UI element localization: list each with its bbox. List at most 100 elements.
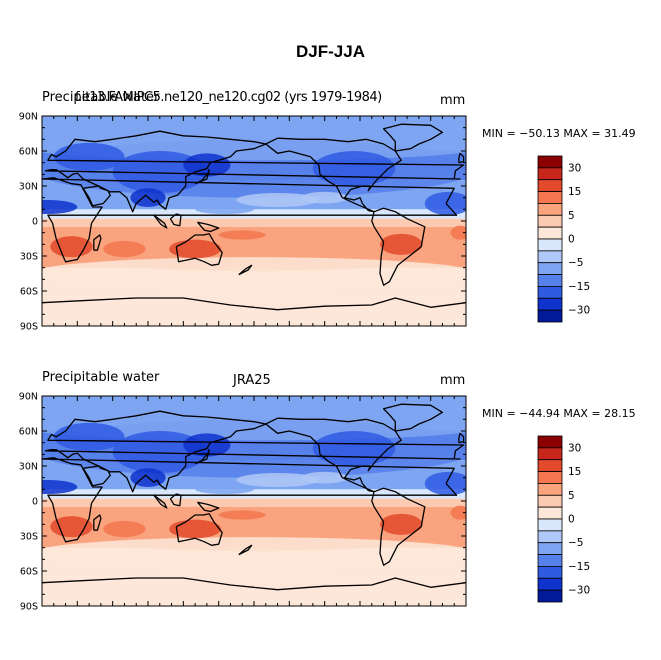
colorbar-swatch bbox=[537, 309, 563, 323]
contour-region bbox=[42, 200, 78, 214]
contour-region bbox=[380, 513, 423, 535]
contour-region bbox=[103, 240, 146, 258]
coastline bbox=[93, 514, 102, 531]
coastline bbox=[238, 264, 253, 276]
contour-region bbox=[236, 473, 319, 487]
lat-tick-label: 30N bbox=[19, 182, 38, 193]
coastline bbox=[458, 432, 465, 444]
coastline bbox=[382, 403, 444, 432]
coastline bbox=[194, 449, 210, 465]
coastline bbox=[44, 130, 465, 213]
colorbar-swatch bbox=[537, 250, 563, 264]
coastline bbox=[93, 234, 102, 251]
coastline bbox=[194, 169, 210, 185]
coastline bbox=[382, 123, 444, 152]
colorbar-swatch bbox=[537, 554, 563, 567]
lat-tick-label: 0 bbox=[32, 497, 38, 508]
colorbar-tick-label: 0 bbox=[568, 234, 575, 246]
coastline bbox=[82, 185, 111, 207]
colorbar-tick-label: −5 bbox=[568, 537, 583, 549]
colorbar-swatch bbox=[537, 447, 563, 461]
colorbar-swatch bbox=[537, 435, 563, 449]
colorbar-swatch bbox=[537, 589, 563, 603]
map-panel-model: Precipitable water f.e13.FAMIPC5.ne120_n… bbox=[0, 0, 661, 330]
map-plot: 90N60N30N030S60S90S030E60E90E120E150E180… bbox=[19, 112, 590, 331]
colorbar-swatch bbox=[537, 494, 563, 508]
coastline bbox=[42, 297, 466, 311]
coastline bbox=[265, 137, 402, 213]
map-panel-jra25: Precipitable water JRA25 mm MIN = −44.94… bbox=[0, 280, 661, 610]
colorbar-swatch bbox=[537, 471, 563, 484]
contour-region bbox=[42, 537, 466, 570]
contour-region bbox=[424, 191, 466, 216]
coastline bbox=[458, 152, 465, 164]
coastline bbox=[175, 513, 223, 546]
latitude-band bbox=[42, 489, 466, 499]
colorbar-tick-label: −30 bbox=[568, 305, 590, 317]
colorbar-swatch bbox=[537, 483, 563, 496]
coastline bbox=[169, 493, 182, 507]
colorbar-tick-label: 30 bbox=[568, 442, 581, 454]
panel-center-title: f.e13.FAMIPC5.ne120_ne120.cg02 (yrs 1979… bbox=[75, 90, 382, 105]
colorbar: 30 15 5 0 −5 −15 −30 bbox=[537, 435, 590, 603]
contour-region bbox=[312, 151, 396, 186]
coastline bbox=[169, 213, 182, 227]
coastline bbox=[42, 177, 458, 263]
coastline bbox=[238, 544, 253, 556]
coastline bbox=[197, 501, 220, 513]
contour-region bbox=[53, 422, 125, 451]
contour-region bbox=[301, 471, 349, 484]
latitude-band bbox=[42, 209, 466, 219]
colorbar-swatch bbox=[537, 566, 563, 579]
lat-tick-label: 90S bbox=[20, 322, 38, 331]
lat-tick-label: 90N bbox=[19, 112, 38, 123]
colorbar-swatch bbox=[537, 262, 563, 275]
contour-region bbox=[450, 225, 466, 240]
colorbar-swatch bbox=[537, 203, 563, 216]
lat-tick-label: 60N bbox=[19, 427, 38, 438]
panel-left-title: Precipitable water bbox=[42, 90, 160, 105]
latitude-band bbox=[42, 218, 466, 227]
lat-tick-label: 30S bbox=[20, 532, 38, 543]
contour-region bbox=[103, 520, 146, 538]
panel-center-title: JRA25 bbox=[233, 373, 271, 388]
colorbar-swatch bbox=[537, 214, 563, 228]
colorbar-tick-label: −30 bbox=[568, 585, 590, 597]
contour-region bbox=[42, 257, 466, 290]
colorbar-tick-label: 15 bbox=[568, 466, 581, 478]
contour-region bbox=[53, 142, 125, 171]
coastline bbox=[42, 577, 466, 591]
panel-units: mm bbox=[440, 373, 466, 388]
colorbar-swatch bbox=[537, 577, 563, 591]
coastline bbox=[153, 494, 168, 509]
colorbar-swatch bbox=[537, 518, 563, 532]
coastline bbox=[42, 457, 458, 543]
coastline bbox=[265, 417, 402, 493]
coastline bbox=[175, 233, 223, 266]
colorbar-swatch bbox=[537, 191, 563, 204]
colorbar-tick-label: 5 bbox=[568, 210, 575, 222]
panel-left-title: Precipitable water bbox=[42, 370, 160, 385]
figure-title: DJF-JJA bbox=[296, 42, 365, 61]
coastline bbox=[44, 410, 465, 493]
colorbar-swatch bbox=[537, 530, 563, 544]
colorbar-tick-label: 15 bbox=[568, 186, 581, 198]
lat-tick-label: 30S bbox=[20, 252, 38, 263]
coastlines bbox=[42, 123, 466, 311]
panel-units: mm bbox=[440, 93, 466, 108]
contour-region bbox=[380, 233, 423, 255]
colorbar-swatch bbox=[537, 506, 563, 520]
colorbar-tick-label: −5 bbox=[568, 257, 583, 269]
colorbar-tick-label: 0 bbox=[568, 514, 575, 526]
panel-min-max: MIN = −44.94 MAX = 28.15 bbox=[482, 407, 636, 420]
contour-region bbox=[218, 230, 266, 240]
coastlines bbox=[42, 403, 466, 591]
map-plot: 90N60N30N030S60S90S030E60E90E120E150E180… bbox=[19, 392, 590, 611]
lat-tick-label: 90N bbox=[19, 392, 38, 403]
colorbar-swatch bbox=[537, 155, 563, 169]
contour-region bbox=[218, 510, 266, 520]
colorbar-tick-label: 5 bbox=[568, 490, 575, 502]
colorbar-swatch bbox=[537, 459, 563, 472]
contour-region bbox=[424, 471, 466, 496]
coastline bbox=[153, 214, 168, 229]
